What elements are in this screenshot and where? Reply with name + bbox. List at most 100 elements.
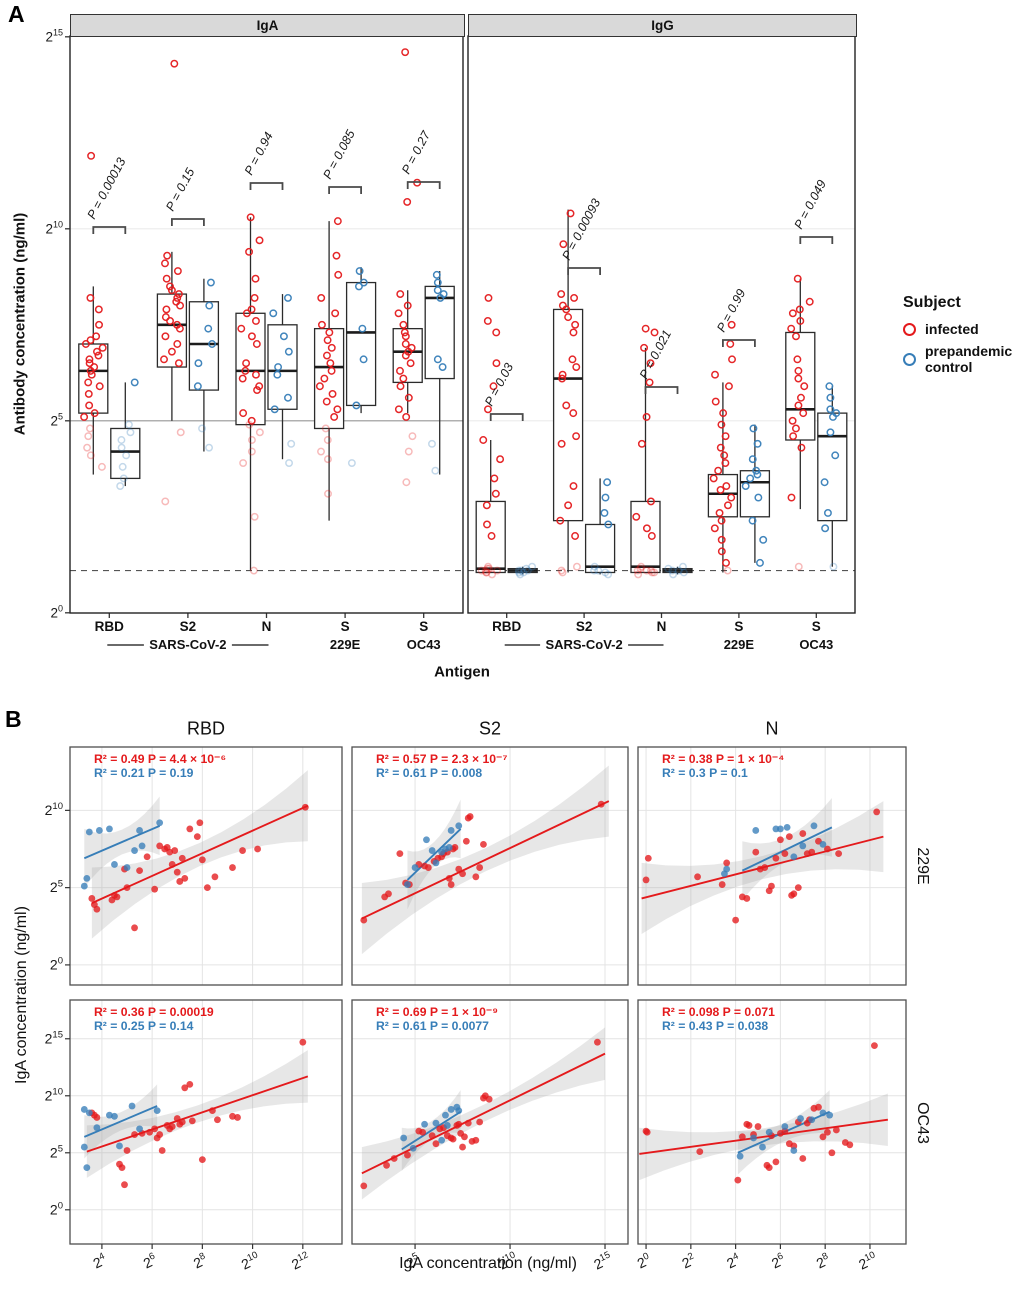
data-point-infected	[714, 466, 723, 475]
data-point-infected	[174, 359, 183, 368]
data-point-infected	[797, 443, 806, 452]
data-point-infected	[709, 474, 718, 483]
data-point-infected	[637, 439, 646, 448]
data-point-infected	[569, 409, 578, 418]
data-point-infected	[403, 301, 412, 310]
boxplot-box	[584, 523, 616, 574]
data-point-control	[117, 436, 126, 444]
stats-label-infected: R² = 0.098 P = 0.071	[662, 1005, 775, 1019]
data-point-control	[352, 401, 361, 410]
data-point-infected	[401, 332, 410, 341]
data-point-infected	[247, 436, 256, 444]
data-point-control	[284, 347, 293, 356]
data-point-infected	[193, 833, 201, 841]
data-point-control	[198, 424, 206, 433]
data-point-infected	[324, 489, 332, 498]
data-point-infected	[480, 840, 487, 848]
boxplot-group-RBD-control	[110, 378, 141, 491]
data-point-infected	[788, 416, 797, 425]
boxplot-group-N-control	[267, 293, 298, 467]
data-point-control	[130, 378, 139, 387]
data-point-control	[274, 363, 283, 371]
tick-label: 215	[45, 28, 63, 45]
data-point-control	[287, 439, 296, 448]
data-point-control	[590, 566, 599, 575]
data-point-infected	[650, 328, 659, 337]
data-point-control	[204, 324, 213, 333]
data-point-infected	[95, 382, 104, 391]
data-point-control	[776, 825, 784, 833]
data-point-infected	[734, 1176, 742, 1184]
data-point-infected	[198, 1156, 206, 1164]
data-point-infected	[81, 340, 90, 348]
boxplot-box	[475, 500, 506, 574]
tick-label: 215	[45, 1029, 63, 1046]
data-point-control	[754, 493, 763, 502]
data-point-infected	[323, 455, 332, 464]
data-point-control	[106, 825, 113, 833]
tick-label: 25	[50, 1143, 63, 1160]
data-point-infected	[170, 59, 179, 68]
data-point-infected	[488, 570, 497, 579]
tick-label: 25	[50, 412, 63, 429]
boxplot-group-RBD-infected	[475, 293, 506, 579]
data-point-infected	[156, 842, 164, 850]
data-point-control	[826, 393, 835, 402]
data-point-infected	[255, 428, 264, 437]
significance-bracket	[92, 226, 127, 234]
data-point-control	[116, 482, 125, 491]
data-point-control	[83, 874, 91, 882]
data-point-infected	[559, 240, 568, 249]
row-label-229e: 229E	[914, 847, 931, 885]
boxplot-box	[78, 343, 109, 414]
data-point-infected	[92, 347, 101, 356]
data-point-infected	[247, 305, 256, 314]
data-point-infected	[171, 847, 179, 854]
data-point-infected	[569, 482, 578, 491]
data-point-infected	[252, 340, 261, 348]
data-point-infected	[333, 405, 342, 414]
data-point-infected	[328, 389, 337, 398]
data-point-control	[136, 1125, 143, 1133]
data-point-infected	[92, 332, 101, 341]
data-point-infected	[301, 803, 309, 811]
subplot-border	[351, 999, 629, 1245]
data-point-control	[111, 861, 118, 868]
data-point-infected	[252, 317, 260, 325]
data-point-control	[279, 332, 288, 341]
data-point-infected	[143, 853, 151, 861]
data-point-control	[428, 439, 436, 448]
data-point-infected	[321, 424, 330, 433]
data-point-infected	[799, 409, 808, 418]
data-point-infected	[466, 813, 474, 820]
column-title-s2: S2	[478, 718, 502, 739]
data-point-control	[750, 1134, 757, 1142]
data-point-infected	[647, 497, 655, 506]
data-point-infected	[186, 825, 194, 833]
data-point-infected	[788, 309, 797, 318]
data-point-control	[136, 827, 143, 834]
data-point-control	[123, 864, 131, 871]
data-point-infected	[95, 320, 103, 329]
data-point-infected	[399, 320, 408, 329]
data-point-control	[431, 466, 440, 475]
data-point-infected	[249, 566, 258, 575]
data-point-control	[819, 840, 827, 848]
data-point-infected	[136, 867, 143, 875]
subplot-border	[69, 999, 343, 1245]
data-point-infected	[819, 1133, 827, 1141]
data-point-infected	[792, 332, 800, 341]
virus-group-label-sars-cov-2: SARS-CoV-2	[545, 637, 622, 652]
data-point-infected	[86, 451, 95, 460]
data-point-control	[741, 482, 750, 491]
data-point-infected	[85, 359, 94, 368]
data-point-infected	[385, 890, 392, 898]
data-point-infected	[564, 501, 573, 510]
data-point-control	[205, 443, 214, 452]
data-point-infected	[717, 516, 726, 525]
tick-label: 26	[769, 1251, 788, 1272]
prepandemic-control-circle-icon	[903, 352, 916, 366]
data-point-control	[284, 293, 292, 302]
data-point-infected	[634, 570, 643, 579]
